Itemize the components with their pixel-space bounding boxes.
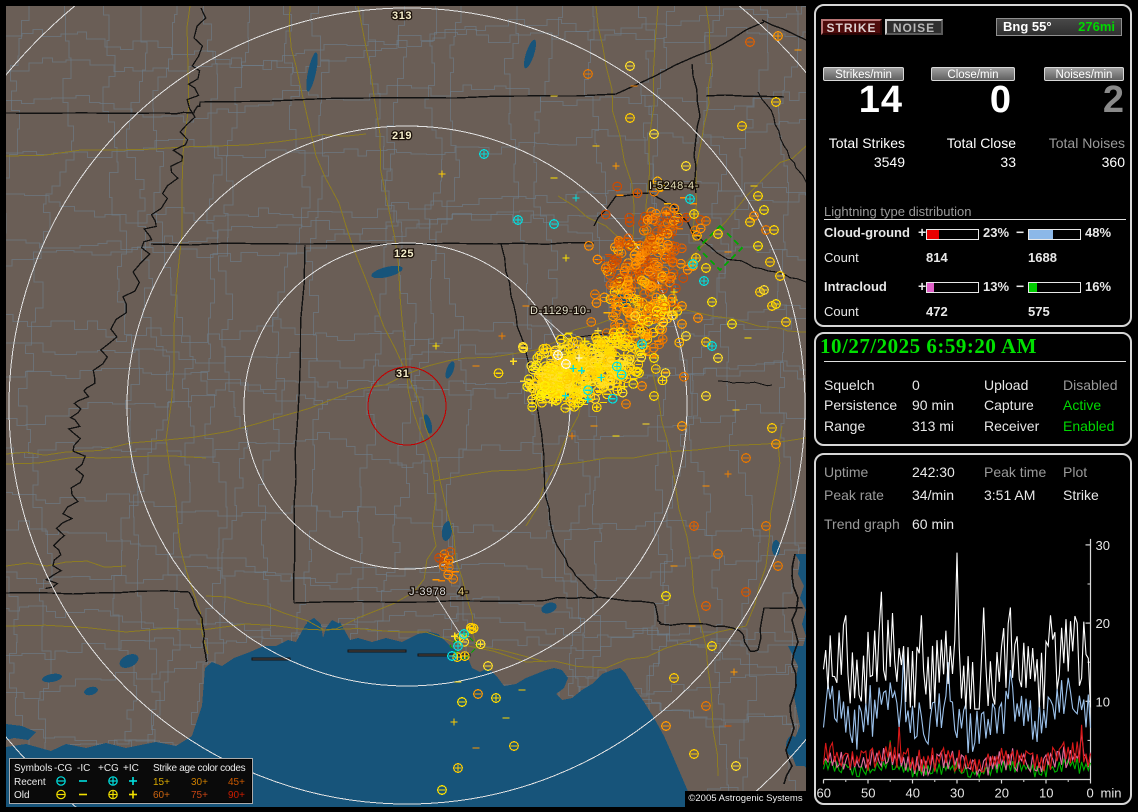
svg-text:30: 30 (950, 786, 964, 801)
svg-text:125: 125 (394, 248, 414, 260)
svg-text:40: 40 (906, 786, 920, 801)
svg-text:30: 30 (1096, 538, 1110, 553)
svg-text:60: 60 (817, 786, 831, 801)
svg-text:D-1129-10-: D-1129-10- (530, 305, 591, 317)
svg-text:20: 20 (1096, 616, 1110, 631)
svg-text:4-: 4- (458, 586, 469, 598)
svg-text:313: 313 (392, 10, 412, 22)
svg-text:0: 0 (1087, 786, 1094, 801)
svg-text:31: 31 (396, 368, 409, 380)
svg-text:min: min (1101, 786, 1122, 801)
svg-text:50: 50 (861, 786, 875, 801)
svg-text:I-5248-4-: I-5248-4- (649, 180, 699, 192)
svg-text:10: 10 (1039, 786, 1053, 801)
svg-text:20: 20 (995, 786, 1009, 801)
svg-text:10: 10 (1096, 694, 1110, 709)
svg-text:J-3978: J-3978 (409, 586, 446, 598)
svg-text:219: 219 (392, 130, 412, 142)
